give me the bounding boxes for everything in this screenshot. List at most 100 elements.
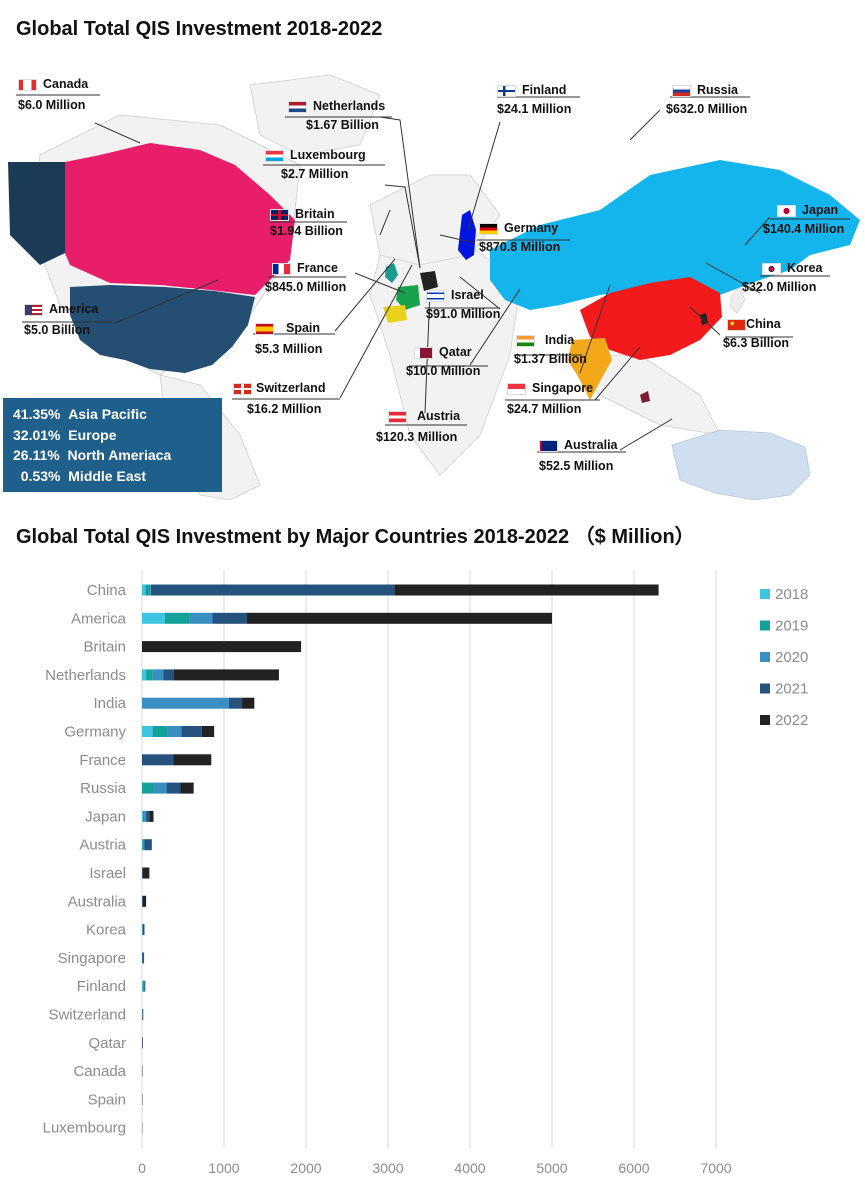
category-label: France <box>79 752 126 769</box>
bar-segment-2019 <box>142 782 154 794</box>
label-finland: Finland $24.1 Million <box>497 83 572 116</box>
bar-segment-2019 <box>142 810 145 822</box>
label-china: China $6.3 Billion <box>723 317 789 350</box>
x-tick-label: 6000 <box>618 1160 649 1176</box>
category-label: Singapore <box>58 950 126 967</box>
australia-flag-icon <box>539 439 558 452</box>
x-tick-label: 2000 <box>290 1160 321 1176</box>
category-label: India <box>93 695 126 712</box>
category-label: Korea <box>86 922 127 939</box>
netherlands-flag-icon <box>288 100 307 113</box>
label-underlines <box>16 94 850 453</box>
world-map <box>8 74 860 500</box>
category-label: Netherlands <box>45 667 126 684</box>
bar-segment-2021 <box>144 980 146 992</box>
bar-segment-2018 <box>142 810 143 822</box>
australia-shape <box>671 429 811 500</box>
bar-segment-2022 <box>246 612 552 624</box>
singapore-flag-icon <box>507 382 526 395</box>
bar-segment-2020 <box>152 669 164 681</box>
bar-segment-2020 <box>144 810 147 822</box>
alaska-shape <box>8 162 65 265</box>
bar-segment-2022 <box>173 754 212 766</box>
bar-segment-2020 <box>142 980 145 992</box>
legend-label: 2022 <box>775 712 808 729</box>
bar-segment-2021 <box>151 584 395 596</box>
category-label: Spain <box>88 1091 126 1108</box>
leader-lines <box>94 109 771 451</box>
britain-flag-icon <box>270 208 289 221</box>
britain-shape <box>385 263 398 283</box>
bar-segment-2021 <box>142 895 143 907</box>
region-row: 0.53% Middle East <box>20 467 147 484</box>
x-tick-label: 7000 <box>700 1160 731 1176</box>
finland-shape <box>458 210 476 260</box>
bar-segment-2021 <box>212 612 247 624</box>
category-label: Israel <box>89 865 126 882</box>
germany-flag-icon <box>479 222 498 235</box>
bar-segment-2022 <box>180 782 194 794</box>
china-shape <box>580 277 722 360</box>
canada-shape <box>65 143 295 295</box>
label-america: America $5.0 Billion <box>24 302 99 337</box>
japan-flag-icon <box>777 204 796 217</box>
bar-segment-2022 <box>242 697 255 709</box>
category-label: Russia <box>80 780 127 797</box>
bar-segment-2018 <box>142 726 153 737</box>
stacked-bar-chart: China America Britain Netherlands India Germa… <box>43 570 808 1176</box>
category-label: Canada <box>73 1063 126 1080</box>
bar-segment-2021 <box>166 782 181 794</box>
legend-label: 2018 <box>775 586 808 603</box>
label-india: India $1.37 Billion <box>514 333 587 366</box>
category-label: Austria <box>79 837 126 854</box>
bar-segment-2020 <box>189 612 213 624</box>
bar-segment-2022 <box>142 641 302 653</box>
legend: 2018 2019 2020 2021 2022 <box>760 586 808 729</box>
singapore-shape <box>640 391 650 403</box>
label-switzerland: Switzerland $16.2 Million <box>233 381 325 417</box>
label-germany: Germany $870.8 Million <box>479 221 561 254</box>
x-tick-label: 4000 <box>454 1160 485 1176</box>
qatar-flag-icon <box>414 346 433 359</box>
bar-segment-2022 <box>149 810 154 822</box>
canada-flag-icon <box>18 78 37 91</box>
bar-segment-2019 <box>142 839 143 851</box>
bar-segment-2021 <box>142 754 174 766</box>
label-austria: Austria $120.3 Million <box>376 409 461 444</box>
bar-segment-2021 <box>181 726 202 737</box>
spain-flag-icon <box>255 322 274 335</box>
label-france: France $845.0 Million <box>265 261 347 294</box>
finland-flag-icon <box>497 84 516 97</box>
legend-label: 2021 <box>775 681 808 698</box>
bar-segment-2020 <box>153 782 167 794</box>
bar-segment-2021 <box>142 867 143 879</box>
bar-segment-2021 <box>146 810 150 822</box>
france-flag-icon <box>272 262 291 275</box>
bar-segment-2020 <box>142 839 145 851</box>
bar-segment-2021 <box>163 669 174 681</box>
label-australia: Australia $52.5 Million <box>539 438 618 473</box>
india-flag-icon <box>516 334 535 347</box>
legend-swatch <box>760 652 770 662</box>
bar-segment-2021 <box>144 839 152 851</box>
category-label: Australia <box>68 893 127 910</box>
bar-segment-2020 <box>150 584 152 596</box>
korea-flag-icon <box>762 262 781 275</box>
india-shape <box>568 338 612 400</box>
chart-title: Global Total QIS Investment by Major Cou… <box>16 526 695 548</box>
spain-shape <box>383 305 407 323</box>
switzerland-flag-icon <box>233 382 252 395</box>
legend-swatch <box>760 715 770 725</box>
region-row: 32.01% Europe <box>13 426 117 443</box>
world-map-panel: Canada $6.0 Million Netherlands $1.67 Bi… <box>0 55 865 500</box>
bar-segment-2021 <box>142 924 145 936</box>
bar-segment-2019 <box>152 726 168 737</box>
bar-segment-2020 <box>167 726 182 737</box>
category-label: Britain <box>83 639 126 656</box>
label-israel: Israel $91.0 Million <box>426 288 501 321</box>
bar-segment-2022 <box>142 895 147 907</box>
category-label: China <box>87 582 127 599</box>
label-singapore: Singapore $24.7 Million <box>507 381 594 416</box>
label-britain: Britain $1.94 Billion <box>270 207 343 238</box>
region-row: 26.11% North Ameriaca <box>13 447 172 463</box>
